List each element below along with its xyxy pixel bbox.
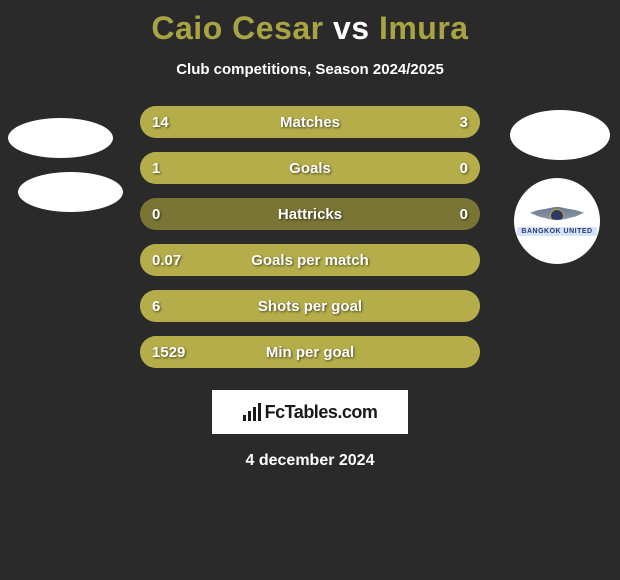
date-text: 4 december 2024: [0, 452, 620, 470]
stat-row: 0.07 Goals per match: [140, 244, 480, 276]
stat-right-fill: [419, 106, 480, 138]
stat-left-value: 6: [152, 298, 160, 315]
fctables-logo: FcTables.com: [212, 390, 408, 434]
stat-label: Matches: [280, 114, 340, 131]
stat-left-value: 0.07: [152, 252, 181, 269]
stat-label: Min per goal: [266, 344, 354, 361]
stat-label: Goals: [289, 160, 331, 177]
player2-club-badge: BANGKOK UNITED: [514, 178, 600, 264]
stat-left-value: 1: [152, 160, 160, 177]
stat-left-value: 1529: [152, 344, 185, 361]
stat-right-value: 0: [460, 160, 468, 177]
logo-bar-icon: [258, 403, 261, 421]
stat-right-value: 3: [460, 114, 468, 131]
logo-bar-icon: [248, 411, 251, 421]
logo-bar-icon: [253, 407, 256, 421]
stat-row: 0 Hattricks 0: [140, 198, 480, 230]
stat-left-value: 14: [152, 114, 169, 131]
logo-text: FcTables.com: [265, 402, 378, 423]
title-player2: Imura: [379, 10, 469, 46]
player1-club-placeholder: [18, 172, 123, 212]
player1-avatar-placeholder: [8, 118, 113, 158]
stat-label: Hattricks: [278, 206, 342, 223]
title-vs: vs: [333, 10, 370, 46]
stat-label: Goals per match: [251, 252, 369, 269]
stat-left-value: 0: [152, 206, 160, 223]
club-badge-center-icon: [550, 209, 564, 223]
stat-row: 14 Matches 3: [140, 106, 480, 138]
stat-row: 6 Shots per goal: [140, 290, 480, 322]
stat-row: 1 Goals 0: [140, 152, 480, 184]
logo-bar-icon: [243, 415, 246, 421]
logo-bars-icon: [243, 403, 261, 421]
player2-avatar-placeholder: [510, 110, 610, 160]
stat-row: 1529 Min per goal: [140, 336, 480, 368]
club-badge-wings-icon: [530, 207, 584, 225]
page-title: Caio Cesar vs Imura: [0, 0, 620, 47]
club-badge-text: BANGKOK UNITED: [517, 227, 596, 236]
stat-label: Shots per goal: [258, 298, 362, 315]
subtitle: Club competitions, Season 2024/2025: [0, 61, 620, 78]
title-player1: Caio Cesar: [151, 10, 323, 46]
stat-right-value: 0: [460, 206, 468, 223]
